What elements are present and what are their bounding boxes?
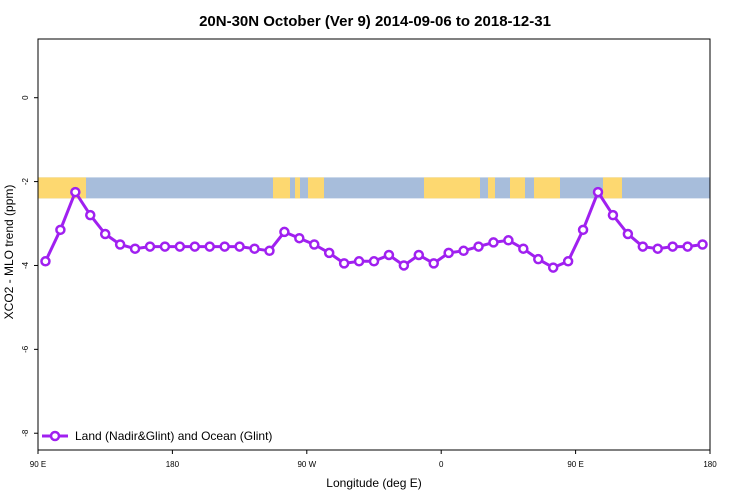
y-axis: 0 -2 -4 -6 -8: [21, 95, 38, 437]
map-land-4: [424, 177, 432, 199]
data-point-38: [607, 209, 619, 221]
data-point-24: [398, 260, 410, 271]
data-point-27: [443, 247, 454, 259]
data-point-32: [518, 243, 529, 254]
data-point-11: [204, 241, 215, 252]
data-point-26: [428, 258, 439, 269]
data-point-33: [533, 253, 544, 265]
y-tick-label-2: -4: [21, 261, 30, 269]
data-point-28: [458, 245, 469, 257]
y-tick-label-4: -8: [21, 429, 30, 437]
data-point-4: [99, 228, 111, 240]
data-point-22: [368, 256, 380, 267]
data-point-5: [114, 239, 126, 250]
data-point-25: [413, 249, 425, 261]
world-map-band: [38, 177, 710, 199]
data-point-30: [488, 237, 499, 248]
data-point-17: [294, 232, 305, 244]
x-axis-label: Longitude (deg E): [326, 476, 421, 490]
x-tick-label-4: 90 E: [567, 460, 583, 469]
x-axis: 90 E 180 90 W 0 90 E 180: [30, 450, 717, 469]
data-point-10: [189, 241, 201, 252]
data-point-6: [129, 243, 141, 254]
data-point-29: [473, 241, 484, 252]
y-tick-label-1: -2: [21, 177, 30, 185]
map-land-5: [432, 177, 480, 199]
data-point-36: [577, 224, 589, 236]
data-point-1: [55, 224, 66, 236]
y-tick-label-0: 0: [21, 95, 30, 100]
data-point-8: [159, 241, 171, 252]
data-point-31: [503, 235, 514, 246]
legend-entry-label: Land (Nadir&Glint) and Ocean (Glint): [75, 429, 272, 443]
chart-title: 20N-30N October (Ver 9) 2014-09-06 to 20…: [199, 13, 551, 30]
y-tick-label-3: -6: [21, 345, 30, 353]
data-point-16: [279, 226, 290, 238]
data-point-0: [40, 256, 51, 267]
data-point-44: [697, 239, 708, 250]
map-land-1: [273, 177, 290, 199]
data-point-34: [547, 262, 559, 273]
x-tick-label-0: 90 E: [30, 460, 46, 469]
data-point-39: [622, 228, 634, 240]
map-land-9: [603, 177, 622, 199]
data-point-37: [592, 186, 604, 198]
data-point-3: [85, 209, 96, 221]
x-tick-label-5: 180: [703, 460, 717, 469]
data-point-23: [383, 249, 395, 261]
map-land-8: [534, 177, 560, 199]
y-axis-label: XCO2 - MLO trend (ppm): [2, 185, 16, 320]
data-point-18: [309, 239, 320, 250]
data-point-2: [70, 186, 81, 198]
data-point-12: [219, 241, 230, 252]
map-land-6: [488, 177, 495, 199]
data-point-7: [144, 241, 156, 252]
data-point-14: [249, 243, 260, 254]
legend: Land (Nadir&Glint) and Ocean (Glint): [42, 429, 272, 443]
data-point-40: [637, 241, 649, 252]
plot-frame: [37, 38, 711, 451]
data-point-15: [264, 245, 275, 257]
x-tick-label-1: 180: [166, 460, 180, 469]
data-point-35: [562, 256, 574, 267]
legend-marker: [49, 430, 61, 442]
data-point-43: [682, 241, 693, 252]
data-point-42: [667, 241, 678, 252]
x-tick-label-2: 90 W: [297, 460, 316, 469]
data-point-20: [338, 258, 350, 269]
series-layer: [40, 186, 708, 273]
data-point-21: [353, 256, 365, 267]
map-land-2: [295, 177, 300, 199]
data-point-41: [652, 243, 663, 254]
map-land-7: [510, 177, 525, 199]
data-point-19: [323, 247, 335, 259]
data-point-13: [234, 241, 245, 252]
x-tick-label-3: 0: [439, 460, 444, 469]
data-point-9: [174, 241, 186, 252]
map-land-3: [308, 177, 324, 199]
